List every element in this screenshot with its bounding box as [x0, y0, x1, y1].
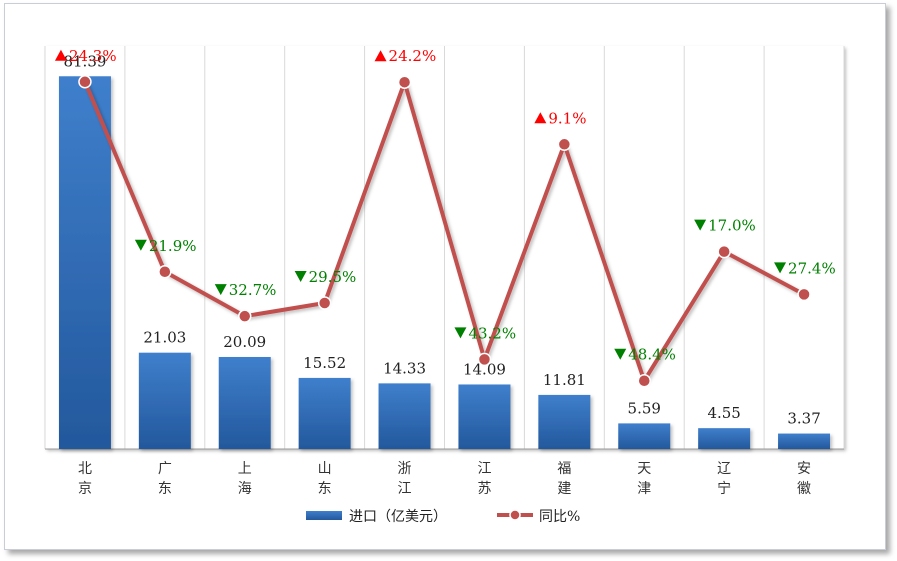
down-arrow-icon: [614, 348, 627, 360]
x-tick-label: 东: [318, 481, 332, 497]
bar-天津: [618, 423, 671, 449]
down-arrow-icon: [694, 219, 707, 231]
yoy-point: [557, 137, 572, 152]
bar-value-label: 4.55: [707, 404, 740, 422]
x-tick-label: 上: [238, 461, 252, 477]
bar-北京: [58, 76, 111, 449]
bar-value-label: 11.81: [543, 371, 586, 389]
bar-安徽: [778, 433, 831, 449]
yoy-point: [637, 373, 651, 388]
yoy-line: [83, 80, 805, 383]
x-tick-label: 辽: [717, 461, 731, 477]
legend-label-import: 进口（亿美元）: [349, 509, 447, 525]
legend-swatch-import: [306, 511, 342, 520]
x-tick-label: 京: [78, 481, 92, 497]
yoy-value-label: 29.5%: [309, 268, 357, 286]
x-tick-label: 江: [477, 461, 491, 477]
down-arrow-icon: [774, 262, 787, 274]
up-arrow-icon: [534, 112, 547, 124]
bar-value-label: 20.09: [223, 333, 266, 351]
x-tick-label: 苏: [477, 481, 491, 497]
x-tick-label: 浙: [398, 461, 412, 477]
x-tick-label: 北: [78, 461, 92, 477]
x-tick-label: 江: [398, 481, 412, 497]
bar-value-label: 81.39: [63, 52, 106, 70]
legend: 进口（亿美元） 同比%: [306, 509, 580, 525]
bar-value-label: 5.59: [628, 399, 661, 417]
combo-chart: 81.39北京21.03广东20.09上海15.52山东14.33浙江14.09…: [44, 46, 845, 525]
yoy-point: [238, 309, 252, 323]
yoy-point: [158, 265, 172, 279]
yoy-point: [797, 287, 811, 302]
x-tick-label: 海: [238, 481, 252, 497]
up-arrow-icon: [54, 49, 67, 61]
yoy-point: [477, 352, 492, 367]
x-tick-label: 天: [637, 461, 651, 477]
bar-江苏: [458, 384, 511, 449]
bar-福建: [538, 394, 591, 449]
up-arrow-icon: [374, 50, 387, 62]
bar-浙江: [378, 383, 431, 449]
yoy-point: [717, 244, 731, 259]
yoy-point: [78, 75, 92, 89]
bar-value-label: 21.03: [143, 329, 186, 347]
x-tick-label: 安: [797, 461, 811, 477]
bar-山东: [298, 377, 351, 449]
yoy-value-label: 24.3%: [69, 47, 117, 65]
legend-marker-yoy: [509, 509, 521, 521]
x-tick-label: 宁: [717, 480, 731, 497]
x-tick-label: 徽: [797, 481, 811, 497]
yoy-point: [397, 75, 412, 89]
chart-frame: 81.39 北京 21.03 广东 20.09 上海 15.52 山东 14.33 浙江 14.09…: [4, 3, 886, 550]
yoy-point: [317, 296, 332, 310]
plot-area: 81.39北京21.03广东20.09上海15.52山东14.33浙江14.09…: [44, 46, 845, 497]
yoy-value-label: 17.0%: [708, 217, 756, 235]
x-tick-label: 津: [637, 481, 651, 497]
down-arrow-icon: [454, 327, 467, 339]
yoy-value-label: 24.2%: [389, 47, 437, 65]
bar-上海: [218, 356, 271, 449]
yoy-value-label: 32.7%: [229, 281, 277, 299]
bar-辽宁: [698, 428, 751, 449]
yoy-value-label: 43.2%: [468, 324, 516, 342]
bar-value-label: 3.37: [787, 410, 820, 428]
bar-广东: [138, 352, 191, 449]
yoy-value-label: 48.4%: [628, 346, 676, 364]
down-arrow-icon: [294, 271, 307, 283]
bar-value-label: 14.33: [383, 359, 426, 377]
legend-label-yoy: 同比%: [539, 509, 580, 525]
x-tick-label: 山: [318, 461, 332, 477]
x-tick-label: 东: [158, 481, 172, 497]
down-arrow-icon: [214, 284, 227, 296]
yoy-value-label: 21.9%: [149, 237, 197, 255]
x-tick-label: 广: [158, 461, 172, 477]
x-tick-label: 建: [557, 481, 571, 497]
yoy-value-label: 27.4%: [788, 259, 836, 277]
x-tick-label: 福: [557, 461, 571, 477]
bar-value-label: 15.52: [303, 354, 346, 372]
yoy-value-label: 9.1%: [548, 109, 586, 127]
down-arrow-icon: [134, 239, 147, 251]
bar-value-label: 14.09: [463, 360, 506, 378]
